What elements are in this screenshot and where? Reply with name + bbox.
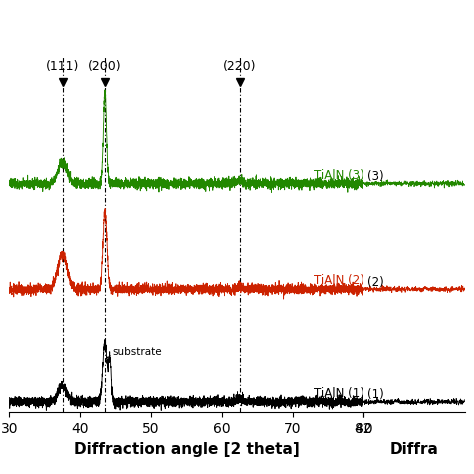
X-axis label: Diffra: Diffra: [390, 442, 438, 456]
Text: TiAlN (1): TiAlN (1): [314, 387, 365, 400]
Text: (2): (2): [367, 276, 383, 289]
Text: (111): (111): [46, 60, 79, 73]
Text: substrate: substrate: [113, 347, 163, 357]
Text: TiAlN (3): TiAlN (3): [314, 169, 365, 182]
Text: (220): (220): [223, 60, 256, 73]
Text: TiAlN (2): TiAlN (2): [314, 274, 365, 287]
Text: (200): (200): [88, 60, 122, 73]
X-axis label: Diffraction angle [2 theta]: Diffraction angle [2 theta]: [73, 442, 299, 456]
Text: (1): (1): [367, 388, 383, 401]
Text: (3): (3): [367, 170, 383, 183]
